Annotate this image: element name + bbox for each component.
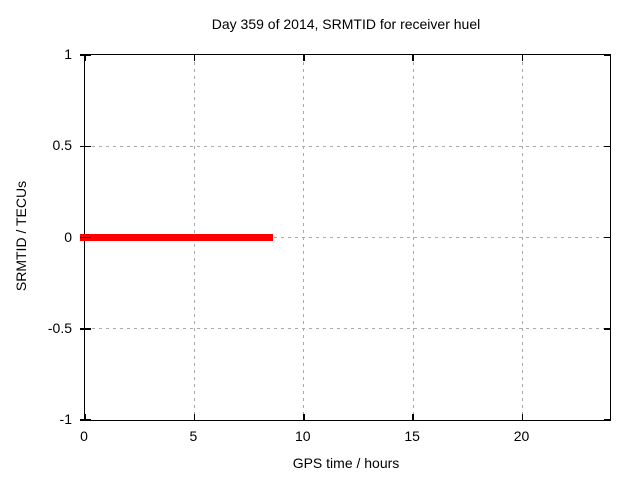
y-gridline bbox=[85, 237, 610, 238]
y-tick-mark bbox=[80, 419, 91, 421]
y-tick-mark bbox=[604, 236, 610, 239]
x-tick-label: 5 bbox=[189, 428, 198, 444]
x-tick-mark bbox=[521, 414, 524, 420]
y-tick-label: -1 bbox=[59, 411, 72, 427]
y-tick-mark bbox=[604, 145, 610, 147]
data-series-line bbox=[80, 234, 274, 241]
y-tick-mark bbox=[604, 419, 610, 421]
y-tick-label: 1 bbox=[64, 46, 72, 62]
y-tick-mark bbox=[604, 54, 610, 56]
y-tick-label: -0.5 bbox=[47, 319, 72, 336]
x-tick-label: 20 bbox=[513, 428, 530, 444]
y-tick-mark bbox=[604, 328, 610, 330]
x-tick-label: 0 bbox=[80, 428, 88, 444]
x-tick-mark bbox=[521, 55, 524, 61]
x-axis-label: GPS time / hours bbox=[292, 455, 400, 471]
x-tick-mark bbox=[412, 55, 414, 61]
chart-title: Day 359 of 2014, SRMTID for receiver hue… bbox=[211, 16, 481, 32]
x-tick-mark bbox=[412, 414, 414, 420]
plot-area bbox=[80, 54, 611, 421]
y-tick-mark bbox=[80, 328, 91, 330]
x-tick-label: 10 bbox=[294, 428, 311, 444]
y-tick-mark bbox=[80, 145, 91, 147]
y-tick-mark bbox=[80, 54, 91, 56]
x-tick-mark bbox=[84, 414, 86, 420]
x-tick-mark bbox=[193, 414, 196, 420]
y-gridline bbox=[85, 328, 610, 330]
x-tick-label: 15 bbox=[404, 428, 420, 444]
x-tick-mark bbox=[84, 55, 86, 61]
y-gridline bbox=[85, 145, 610, 147]
y-tick-label: 0.5 bbox=[52, 137, 72, 154]
y-tick-mark bbox=[80, 236, 91, 239]
y-tick-label: 0 bbox=[64, 228, 72, 245]
x-tick-mark bbox=[303, 55, 305, 61]
x-tick-mark bbox=[303, 414, 305, 420]
x-tick-mark bbox=[193, 55, 196, 61]
